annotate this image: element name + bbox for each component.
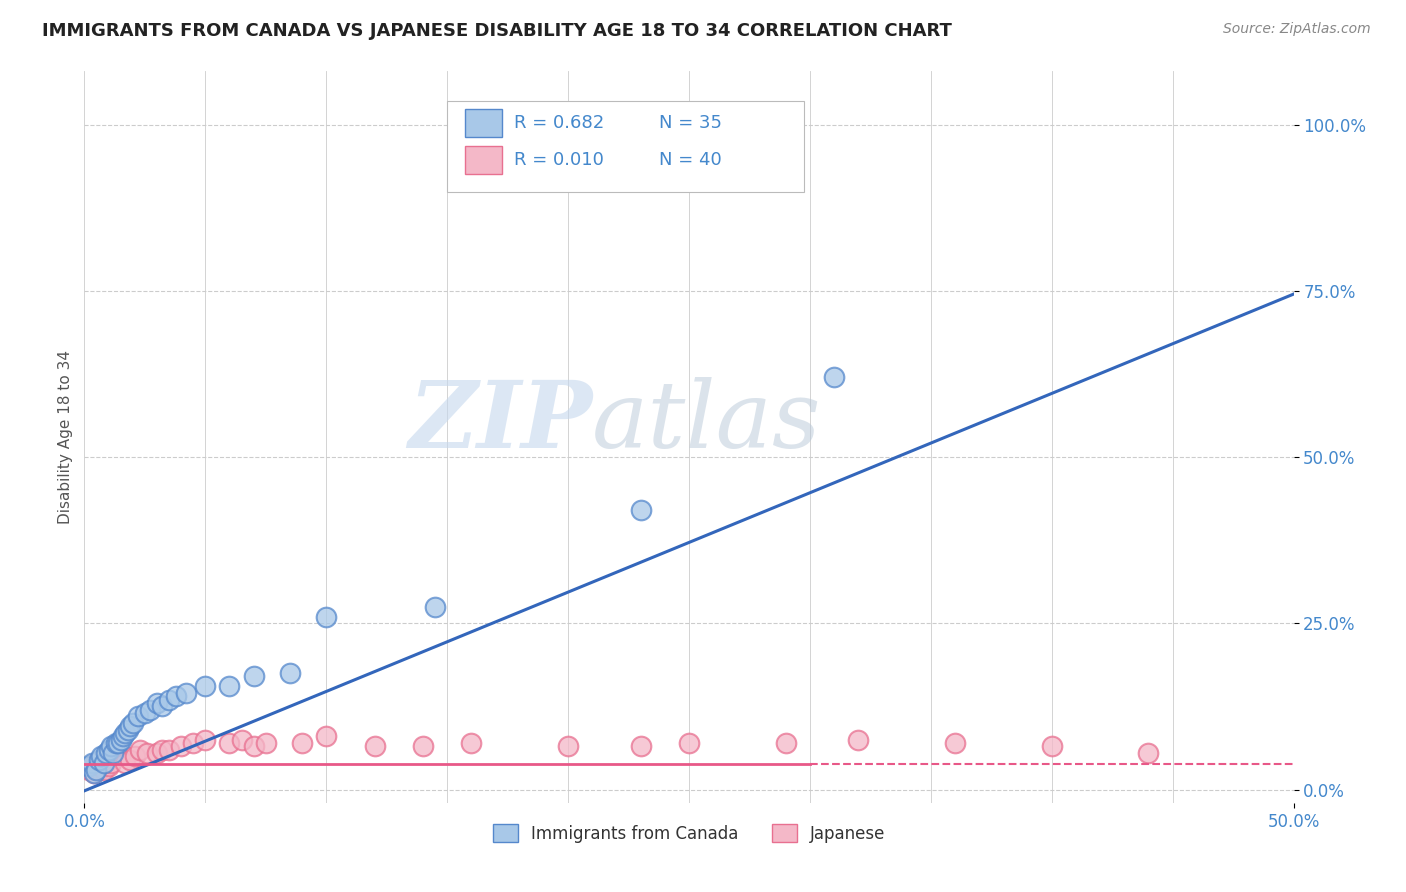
Point: [103, 746, 125, 760]
Point: [823, 370, 845, 384]
Point: [150, 699, 173, 714]
Text: atlas: atlas: [592, 377, 821, 467]
Point: [630, 739, 652, 754]
Point: [93, 763, 115, 777]
Point: [315, 729, 337, 743]
Point: [94, 756, 117, 770]
Point: [943, 736, 966, 750]
Point: [218, 680, 240, 694]
Point: [77, 763, 100, 777]
Text: ZIP: ZIP: [408, 377, 592, 467]
Text: Source: ZipAtlas.com: Source: ZipAtlas.com: [1223, 22, 1371, 37]
Point: [90, 759, 112, 773]
Point: [291, 736, 314, 750]
Point: [170, 739, 193, 754]
FancyBboxPatch shape: [465, 146, 502, 174]
Point: [146, 746, 169, 760]
Point: [110, 732, 132, 747]
Y-axis label: Disability Age 18 to 34: Disability Age 18 to 34: [58, 350, 73, 524]
Point: [110, 746, 132, 760]
Point: [114, 726, 136, 740]
Point: [129, 742, 152, 756]
Point: [557, 739, 579, 754]
Point: [363, 739, 385, 754]
Point: [127, 709, 149, 723]
Point: [157, 742, 180, 756]
Legend: Immigrants from Canada, Japanese: Immigrants from Canada, Japanese: [486, 818, 891, 849]
Point: [423, 599, 446, 614]
Point: [80, 756, 103, 770]
Point: [174, 686, 197, 700]
Point: [775, 736, 797, 750]
Point: [146, 696, 169, 710]
Point: [242, 739, 264, 754]
Point: [121, 716, 143, 731]
Point: [165, 690, 187, 704]
Point: [77, 759, 100, 773]
Point: [87, 763, 110, 777]
Text: R = 0.682: R = 0.682: [513, 114, 603, 132]
Point: [1137, 746, 1160, 760]
Point: [86, 756, 108, 770]
Point: [93, 756, 115, 770]
Point: [194, 680, 217, 694]
Point: [231, 732, 253, 747]
Text: IMMIGRANTS FROM CANADA VS JAPANESE DISABILITY AGE 18 TO 34 CORRELATION CHART: IMMIGRANTS FROM CANADA VS JAPANESE DISAB…: [42, 22, 952, 40]
Point: [94, 746, 117, 760]
Point: [83, 765, 105, 780]
FancyBboxPatch shape: [447, 101, 804, 192]
Point: [150, 742, 173, 756]
Point: [90, 749, 112, 764]
Point: [678, 736, 700, 750]
Point: [86, 763, 108, 777]
Point: [124, 749, 146, 764]
Point: [97, 742, 120, 756]
Point: [242, 669, 264, 683]
Point: [194, 732, 217, 747]
Point: [83, 765, 105, 780]
Point: [134, 706, 156, 720]
Point: [104, 736, 127, 750]
FancyBboxPatch shape: [465, 110, 502, 137]
Point: [117, 723, 139, 737]
Point: [107, 736, 129, 750]
Point: [846, 732, 869, 747]
Text: N = 35: N = 35: [659, 114, 721, 132]
Point: [181, 736, 204, 750]
Text: N = 40: N = 40: [659, 151, 721, 169]
Point: [100, 739, 122, 754]
Point: [1040, 739, 1063, 754]
Point: [120, 719, 142, 733]
Point: [218, 736, 240, 750]
Point: [104, 746, 127, 760]
Point: [315, 609, 337, 624]
Point: [114, 756, 136, 770]
Point: [136, 746, 159, 760]
Point: [97, 759, 120, 773]
Point: [112, 729, 135, 743]
Point: [630, 503, 652, 517]
Point: [80, 759, 103, 773]
Point: [412, 739, 434, 754]
Point: [254, 736, 277, 750]
Point: [100, 756, 122, 770]
Point: [278, 666, 301, 681]
Point: [87, 753, 110, 767]
Point: [120, 753, 142, 767]
Text: R = 0.010: R = 0.010: [513, 151, 603, 169]
Point: [460, 736, 482, 750]
Point: [138, 703, 160, 717]
Point: [157, 692, 180, 706]
